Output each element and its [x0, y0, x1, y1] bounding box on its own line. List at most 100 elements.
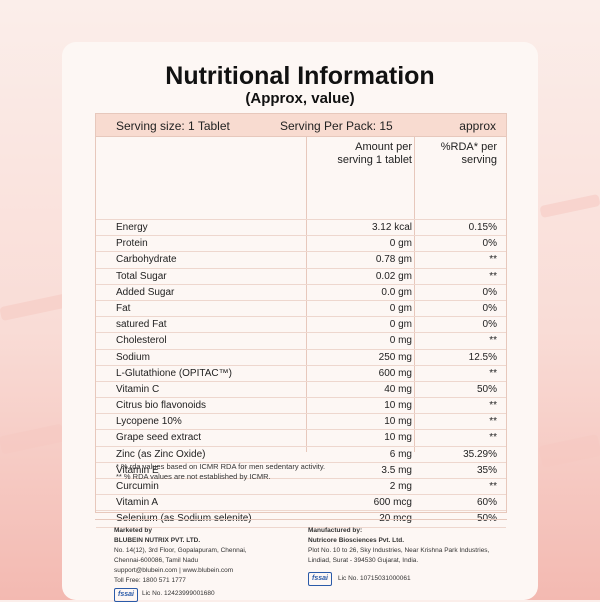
nutrient-amount: 3.5 mg: [381, 464, 412, 476]
marketer-address-1: No. 14(12), 3rd Floor, Gopalapuram, Chen…: [114, 547, 247, 554]
table-row: Vitamin C 40 mg 50%: [96, 382, 506, 399]
nutrient-name: Sodium: [116, 351, 150, 363]
nutrient-rda: 60%: [476, 497, 497, 509]
nutrient-rda: 0%: [482, 319, 497, 331]
nutrient-name: Vitamin A: [116, 497, 159, 509]
marketer-block: Marketed by BLUBEIN NUTRIX PVT. LTD. No.…: [114, 526, 284, 586]
marketer-contact: support@blubein.com | www.blubein.com: [114, 567, 234, 574]
background-brush-stroke: [0, 423, 66, 455]
nutrient-rda: 35%: [476, 464, 497, 476]
table-row: Carbohydrate 0.78 gm **: [96, 252, 506, 269]
table-row: Zinc (as Zinc Oxide) 6 mg 35.29%: [96, 447, 506, 463]
footnotes: * % rda values based on ICMR RDA for men…: [116, 462, 325, 482]
nutrient-name: Added Sugar: [116, 286, 175, 298]
amount-column-header: Amount per serving 1 tablet: [316, 141, 412, 167]
footnote-1: * % rda values based on ICMR RDA for men…: [116, 462, 326, 471]
amount-header-line-1: Amount per: [355, 141, 412, 153]
nutrient-name: Selenium (as Sodium selenite): [116, 513, 252, 525]
table-row: Selenium (as Sodium selenite) 20 mcg 50%: [96, 511, 506, 528]
manufacturer-block: Manufactured by: Nutricore Biosciences P…: [308, 526, 508, 566]
table-row: Protein 0 gm 0%: [96, 236, 506, 253]
nutrient-rda: **: [489, 254, 497, 266]
nutrient-rows: Energy 3.12 kcal 0.15% Protein 0 gm 0% Carbo…: [96, 219, 506, 528]
footer-divider: [95, 519, 507, 520]
table-row: Total Sugar 0.02 gm **: [96, 269, 506, 285]
nutrient-rda: 0.15%: [468, 222, 497, 233]
table-row: Added Sugar 0.0 gm 0%: [96, 285, 506, 301]
table-row: Fat 0 gm 0%: [96, 301, 506, 318]
nutrient-rda: **: [489, 400, 497, 412]
table-row: Energy 3.12 kcal 0.15%: [96, 219, 506, 237]
background-brush-stroke: [539, 193, 600, 219]
nutrient-amount: 600 mcg: [373, 497, 412, 509]
nutrient-name: Citrus bio flavonoids: [116, 400, 207, 412]
fssai-logo-icon: fssai: [308, 572, 332, 586]
nutrient-name: Vitamin E: [116, 464, 159, 476]
nutrient-amount: 10 mg: [384, 400, 412, 412]
nutrient-name: Curcumin: [116, 481, 159, 492]
nutrient-rda: **: [489, 335, 497, 347]
background-brush-stroke: [538, 434, 600, 468]
page-subtitle: (Approx, value): [245, 90, 355, 107]
nutrient-rda: **: [489, 481, 497, 492]
nutrient-rda: **: [489, 432, 497, 444]
nutrient-rda: 0%: [482, 302, 497, 314]
nutrient-amount: 0.0 gm: [381, 286, 412, 298]
nutrition-table: Serving size: 1 Tablet Serving Per Pack:…: [95, 113, 507, 528]
nutrient-amount: 10 mg: [384, 432, 412, 444]
nutrient-amount: 0.02 gm: [375, 270, 412, 282]
nutrient-name: Total Sugar: [116, 270, 167, 282]
nutrient-amount: 40 mg: [384, 383, 412, 395]
nutrient-name: Cholesterol: [116, 335, 167, 347]
nutrient-amount: 10 mg: [384, 416, 412, 428]
nutrient-rda: **: [489, 367, 497, 379]
table-row: Lycopene 10% 10 mg **: [96, 414, 506, 431]
nutrient-amount: 0 gm: [389, 238, 412, 250]
nutrient-name: satured Fat: [116, 319, 167, 331]
nutrient-amount: 0 gm: [389, 319, 412, 331]
table-row: Citrus bio flavonoids 10 mg **: [96, 398, 506, 415]
table-row: Grape seed extract 10 mg **: [96, 430, 506, 447]
approx-label: approx: [459, 119, 496, 133]
nutrient-amount: 600 mg: [378, 367, 412, 379]
rda-column-header: %RDA* per serving: [421, 141, 497, 167]
nutrient-amount: 0 gm: [389, 302, 412, 314]
footnote-2: ** % RDA values are not established by I…: [116, 472, 271, 481]
background-brush-stroke: [0, 292, 71, 322]
nutrient-name: Zinc (as Zinc Oxide): [116, 448, 206, 460]
nutrient-amount: 2 mg: [389, 481, 412, 492]
nutrient-name: Fat: [116, 302, 131, 314]
nutrient-amount: 0 mg: [389, 335, 412, 347]
nutrient-name: L-Glutathione (OPITAC™): [116, 367, 232, 379]
nutrition-card: Nutritional Information (Approx, value) …: [62, 42, 538, 602]
column-divider: [414, 136, 415, 452]
nutrient-rda: 50%: [476, 513, 497, 525]
marketer-license: Lic No. 12423999001680: [142, 590, 215, 597]
rda-header-line-1: %RDA* per: [440, 141, 497, 153]
nutrient-name: Energy: [116, 222, 148, 233]
serving-info-bar: Serving size: 1 Tablet Serving Per Pack:…: [96, 114, 506, 137]
nutrient-amount: 20 mcg: [379, 513, 412, 525]
marketer-address-2: Chennai-600086, Tamil Nadu: [114, 557, 199, 564]
manufacturer-address-1: Plot No. 10 to 26, Sky Industries, Near …: [308, 547, 490, 554]
nutrient-amount: 250 mg: [378, 351, 412, 363]
nutrient-name: Lycopene 10%: [116, 416, 182, 428]
rda-header-line-2: serving: [461, 154, 497, 166]
serving-size: Serving size: 1 Tablet: [116, 119, 230, 133]
table-row: Curcumin 2 mg **: [96, 479, 506, 496]
manufacturer-license: Lic No. 10715031000061: [338, 575, 411, 582]
column-divider: [306, 136, 307, 452]
table-row: Cholesterol 0 mg **: [96, 333, 506, 350]
nutrient-name: Protein: [116, 238, 148, 250]
nutrient-amount: 0.78 gm: [375, 254, 412, 266]
nutrient-name: Grape seed extract: [116, 432, 202, 444]
marketer-toll-free: Toll Free: 1800 571 1777: [114, 577, 186, 584]
nutrient-rda: **: [489, 416, 497, 428]
amount-header-line-2: serving 1 tablet: [337, 154, 412, 166]
nutrient-name: Carbohydrate: [116, 254, 177, 266]
table-row: Vitamin A 600 mcg 60%: [96, 495, 506, 512]
nutrient-rda: 0%: [482, 238, 497, 250]
marketer-company: BLUBEIN NUTRIX PVT. LTD.: [114, 537, 201, 544]
nutrient-rda: 35.29%: [463, 448, 497, 460]
nutrient-rda: 12.5%: [468, 351, 497, 363]
